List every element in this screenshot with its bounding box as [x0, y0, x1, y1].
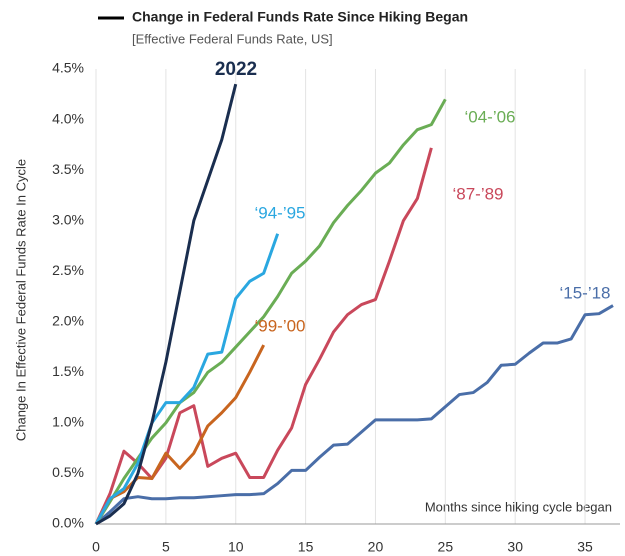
y-tick-label: 3.5%	[52, 161, 84, 177]
series-label: ‘15-’18	[559, 283, 610, 302]
y-tick-label: 0.5%	[52, 464, 84, 480]
chart-subtitle: [Effective Federal Funds Rate, US]	[132, 31, 333, 46]
y-axis-label: Change In Effective Federal Funds Rate I…	[13, 159, 28, 441]
x-tick-label: 20	[368, 539, 384, 555]
series-label: 2022	[215, 59, 257, 80]
x-tick-label: 30	[507, 539, 523, 555]
x-tick-label: 5	[162, 539, 170, 555]
x-tick-label: 25	[438, 539, 454, 555]
series-label: ‘94-’95	[254, 203, 305, 222]
y-tick-label: 2.5%	[52, 262, 84, 278]
y-tick-label: 4.5%	[52, 60, 84, 76]
series-line	[94, 233, 280, 525]
x-axis-label: Months since hiking cycle began	[425, 499, 612, 514]
x-tick-label: 35	[577, 539, 593, 555]
series-label: ‘87-’89	[452, 184, 503, 203]
chart-title: Change in Federal Funds Rate Since Hikin…	[132, 9, 468, 25]
series-label: ‘99-’00	[254, 316, 305, 335]
y-tick-label: 0.0%	[52, 515, 84, 531]
series-line	[95, 83, 238, 526]
y-tick-label: 2.0%	[52, 312, 84, 328]
series-line	[94, 344, 266, 525]
y-tick-label: 3.0%	[52, 211, 84, 227]
x-tick-label: 0	[92, 539, 100, 555]
y-tick-label: 4.0%	[52, 110, 84, 126]
y-tick-label: 1.5%	[52, 363, 84, 379]
series-label: ‘04-’06	[464, 107, 515, 126]
series-line	[94, 98, 447, 525]
series-line	[95, 304, 614, 526]
y-tick-label: 1.0%	[52, 414, 84, 430]
x-tick-label: 10	[228, 539, 244, 555]
x-tick-label: 15	[298, 539, 314, 555]
